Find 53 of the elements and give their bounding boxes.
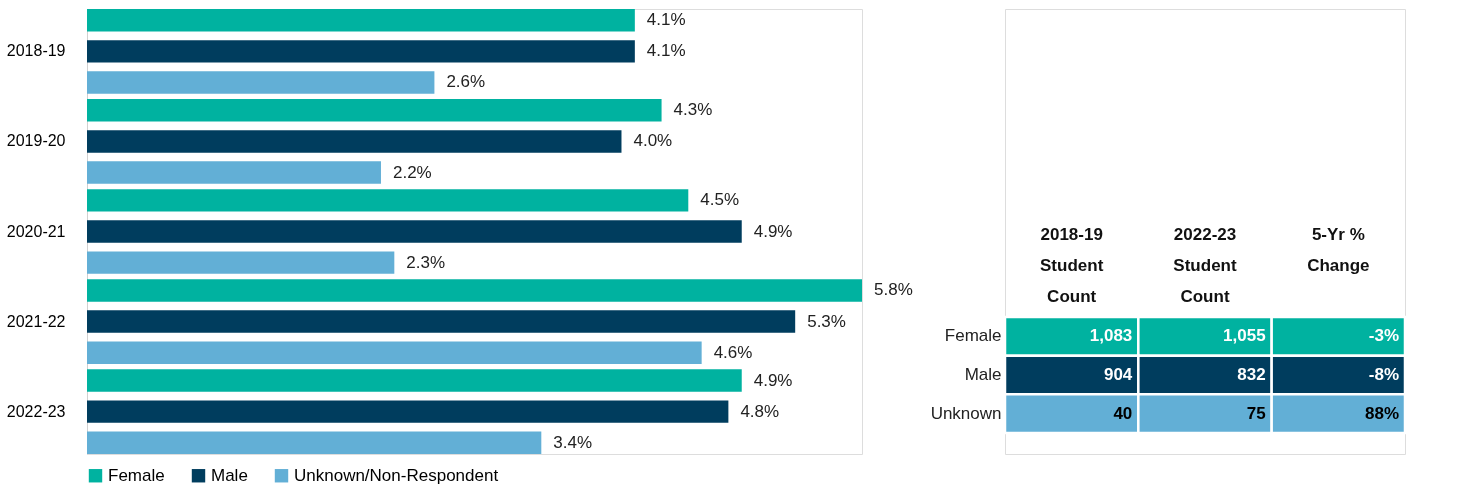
text: 40 [1113,403,1133,423]
y-tick-label: 2019-20 [6,132,66,150]
bar [87,99,662,122]
data-label: 4.1% [646,10,686,30]
text: 75 [1246,403,1266,423]
data-label: 4.8% [740,401,780,421]
bar [87,431,542,454]
text: 88% [1364,403,1399,423]
data-label: 3.4% [553,432,593,452]
legend-label: Male [211,465,248,485]
data-label: 4.9% [753,370,793,390]
bar [87,369,742,392]
y-tick-label: 2022-23 [6,402,66,420]
category-label: Female [944,326,1002,346]
y-tick-label: 2020-21 [6,222,66,240]
category-label: 2022-23 Student Count [1173,225,1237,306]
bar [87,40,635,63]
text: 1,055 [1223,326,1266,346]
data-label: 4.1% [646,41,686,61]
y-tick-label: 2018-19 [6,42,66,60]
bar [87,400,729,423]
data-label: 4.5% [700,190,740,210]
category-label: Male [964,365,1002,384]
bar [87,220,742,243]
bar [87,251,395,274]
data-label: 2.2% [392,162,432,182]
y-tick-label: 2021-22 [6,312,66,330]
text: -3% [1368,326,1399,346]
legend-label: Female [108,465,165,485]
category-label: Unknown [930,403,1002,423]
text: -8% [1368,365,1399,384]
bar [87,189,689,212]
legend-label: Unknown/Non-Respondent [294,465,499,485]
data-label: 4.3% [673,100,713,120]
data-label: 5.3% [807,311,846,331]
bar [87,161,381,184]
text: 832 [1237,365,1266,384]
bar [87,9,635,32]
data-label: 2.3% [406,252,446,272]
data-label: 5.8% [874,280,913,300]
data-label: 4.0% [633,131,673,151]
bar [87,71,435,94]
text: 904 [1103,365,1133,384]
data-label: 2.6% [446,72,486,92]
bar [87,279,862,302]
bar [87,310,796,333]
text: 1,083 [1089,326,1133,346]
bar [87,341,702,364]
category-label: 5-Yr % Change [1307,225,1370,275]
data-label: 4.6% [713,342,753,362]
category-label: 2018-19 Student Count [1040,225,1104,306]
bar [87,130,622,153]
data-label: 4.9% [753,221,793,241]
